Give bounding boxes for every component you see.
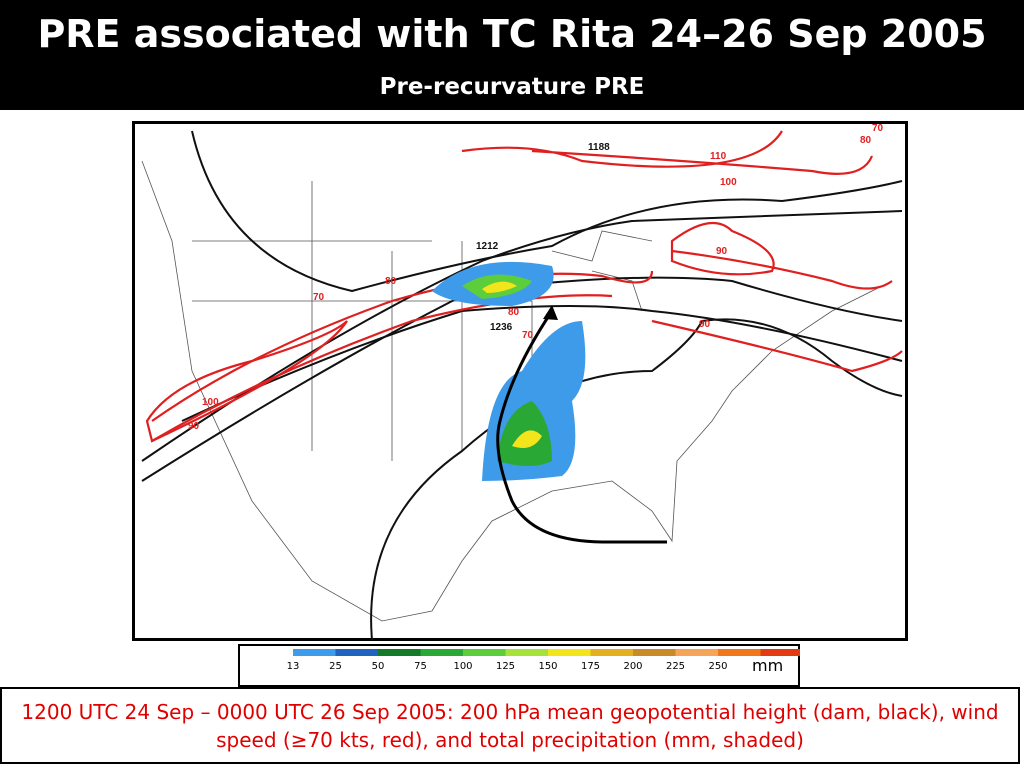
color-swatch (335, 649, 378, 656)
contour-label: 100 (720, 177, 737, 188)
color-swatch (760, 649, 800, 656)
colorbar-unit: mm (752, 656, 783, 675)
color-swatch (590, 649, 633, 656)
contour-label: 1212 (476, 241, 499, 252)
contour-label: 90 (188, 421, 200, 432)
colorbar-label: 25 (329, 661, 342, 672)
contour-label: 70 (872, 123, 884, 134)
color-swatch (675, 649, 718, 656)
header: PRE associated with TC Rita 24–26 Sep 20… (0, 0, 1024, 110)
contour-label: 90 (699, 319, 711, 330)
colorbar: 13 25 50 75 100 125 150 175 200 225 250 mm (238, 644, 800, 687)
colorbar-label: 125 (496, 661, 515, 672)
colorbar-label: 175 (581, 661, 600, 672)
color-swatch (548, 649, 591, 656)
colorbar-label: 150 (538, 661, 557, 672)
colorbar-label: 200 (623, 661, 642, 672)
colorbar-label: 225 (666, 661, 685, 672)
caption: 1200 UTC 24 Sep – 0000 UTC 26 Sep 2005: … (0, 687, 1020, 764)
title: PRE associated with TC Rita 24–26 Sep 20… (37, 12, 987, 56)
color-swatch (420, 649, 463, 656)
contour-label: 70 (522, 330, 534, 341)
colorbar-label: 100 (453, 661, 472, 672)
color-swatch (255, 649, 293, 656)
contour-label: 80 (508, 307, 520, 318)
contour-label: 110 (710, 151, 727, 162)
contour-label: 70 (313, 292, 325, 303)
color-swatch (293, 649, 336, 656)
colorbar-label: 250 (708, 661, 727, 672)
color-swatch (633, 649, 676, 656)
colorbar-label: 50 (372, 661, 385, 672)
contour-label: 90 (716, 246, 728, 257)
contour-label: 100 (202, 397, 219, 408)
contour-label: 1188 (588, 142, 610, 153)
contour-label: 80 (385, 276, 397, 287)
subtitle: Pre-recurvature PRE (379, 74, 645, 100)
contour-label: 80 (860, 135, 872, 146)
map: 1188 110 100 70 80 90 1212 80 70 80 1236… (132, 121, 908, 641)
color-swatch (505, 649, 548, 656)
contour-label: 1236 (490, 322, 513, 333)
color-swatch (463, 649, 506, 656)
colorbar-label: 13 (287, 661, 300, 672)
colorbar-label: 75 (414, 661, 427, 672)
color-swatch (378, 649, 421, 656)
color-swatch (718, 649, 761, 656)
